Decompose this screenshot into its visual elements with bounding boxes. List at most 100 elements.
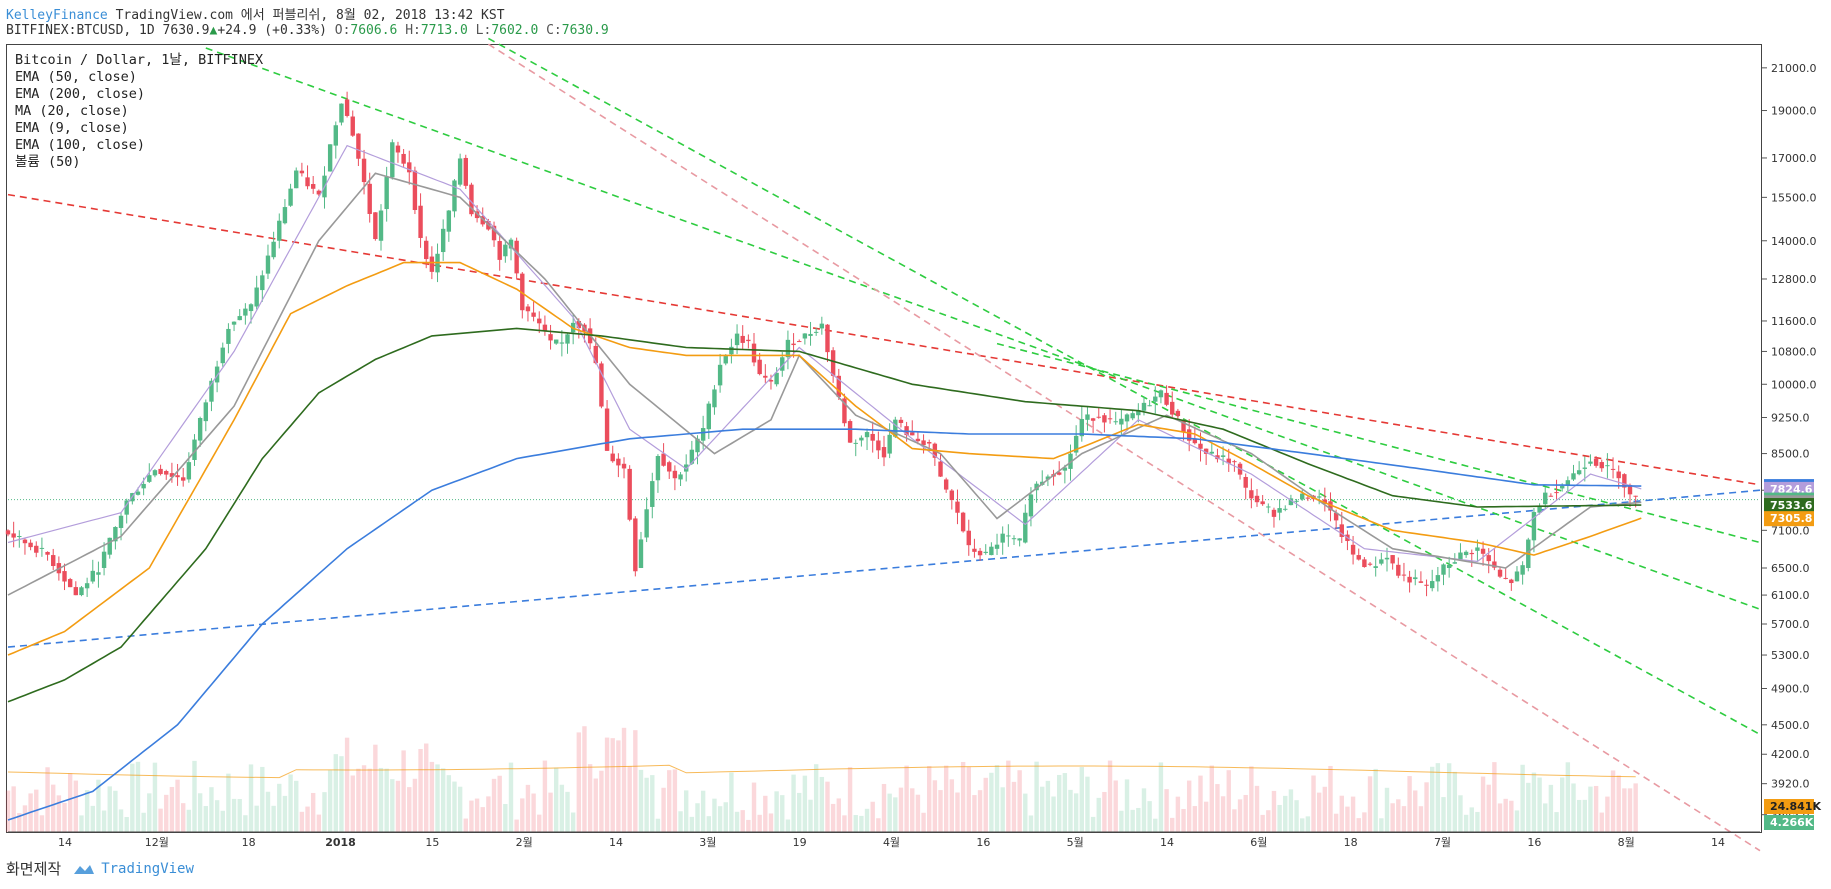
candle-body: [893, 419, 898, 437]
volume-bar: [1124, 779, 1130, 832]
time-tick-label: 2018: [325, 836, 356, 849]
open-value: 7606.6: [350, 23, 398, 38]
candle-body: [791, 343, 796, 346]
volume-bar: [881, 783, 887, 832]
candle-body: [949, 490, 955, 500]
volume-bar: [1102, 791, 1107, 832]
volume-bar: [1350, 796, 1356, 832]
volume-bar: [480, 807, 485, 832]
price-tick-label: 8500.0: [1771, 448, 1810, 461]
candle-body: [1096, 416, 1101, 418]
candle-body: [825, 324, 830, 353]
candle-body: [231, 321, 237, 325]
volume-bar: [1458, 795, 1463, 832]
legend-ema100[interactable]: EMA (100, close): [15, 137, 146, 153]
volume-bar: [101, 810, 107, 832]
volume-bar: [1181, 808, 1186, 832]
legend-volume[interactable]: 볼륨 (50): [15, 154, 81, 170]
candle-body: [520, 273, 525, 311]
candle-body: [678, 474, 683, 480]
candle-body: [45, 551, 50, 555]
candle-body: [881, 447, 887, 458]
candle-body: [1034, 483, 1039, 491]
candle-body: [440, 228, 446, 253]
volume-bar: [932, 780, 938, 832]
volume-bar: [842, 815, 847, 832]
candle-body: [723, 356, 728, 364]
volume-bar: [1390, 803, 1395, 832]
legend-symbol[interactable]: Bitcoin / Dollar, 1날, BITFINEX: [15, 52, 264, 68]
candle-body: [616, 458, 621, 466]
candle-body: [774, 372, 779, 385]
price-tick-label: 17000.0: [1771, 152, 1817, 165]
candle-body: [101, 551, 107, 568]
candle-body: [181, 477, 186, 481]
candle-body: [1300, 493, 1305, 500]
candle-body: [1554, 492, 1559, 494]
candle-body: [1164, 392, 1169, 405]
candle-body: [1565, 480, 1571, 485]
candle-body: [966, 530, 971, 546]
trendline: [7, 193, 1761, 486]
volume-bar: [712, 798, 717, 832]
time-tick-label: 8월: [1618, 836, 1635, 849]
volume-bar: [316, 814, 322, 832]
candle-body: [994, 544, 1000, 549]
candle-body: [1537, 506, 1542, 513]
volume-bar: [384, 768, 389, 832]
candle-body: [1192, 438, 1198, 444]
volume-bar: [898, 787, 904, 832]
candle-body: [39, 547, 45, 549]
legend-ma20[interactable]: MA (20, close): [15, 103, 129, 119]
volume-bar: [587, 764, 593, 832]
volume-bar: [672, 769, 678, 832]
volume-bar: [11, 786, 16, 832]
candle-body: [740, 335, 745, 343]
legend-ema200[interactable]: EMA (200, close): [15, 86, 146, 102]
volume-bar: [186, 809, 192, 832]
volume-bar: [1294, 800, 1299, 832]
candle-body: [373, 212, 378, 240]
candle-body: [1198, 443, 1203, 449]
volume-bar: [1107, 760, 1113, 832]
candle-body: [610, 453, 615, 462]
time-tick-label: 14: [1711, 836, 1725, 849]
candle-body: [1288, 498, 1294, 506]
candle-body: [1136, 410, 1141, 416]
legend-ema50[interactable]: EMA (50, close): [15, 69, 137, 85]
candle-body: [672, 470, 678, 479]
price-tick-label: 4900.0: [1771, 682, 1810, 695]
candle-body: [1407, 576, 1412, 583]
volume-bar: [1249, 766, 1254, 832]
volume-bar: [582, 726, 587, 832]
volume-bar: [1435, 763, 1441, 832]
volume-bar: [17, 813, 22, 832]
volume-bar: [644, 777, 649, 832]
volume-bar: [599, 770, 604, 832]
candle-body: [1543, 492, 1548, 505]
legend-ema9[interactable]: EMA (9, close): [15, 120, 129, 136]
volume-bar: [130, 763, 135, 832]
candle-body: [1113, 421, 1118, 423]
volume-bar: [780, 795, 785, 832]
candle-body: [1006, 535, 1011, 537]
volume-bar: [1407, 776, 1412, 832]
candle-body: [350, 116, 355, 136]
volume-bar: [294, 780, 299, 832]
candle-body: [384, 176, 389, 210]
trendline: [487, 43, 1761, 852]
tradingview-brand[interactable]: TradingView: [73, 861, 194, 877]
volume-bar: [1576, 799, 1582, 832]
volume-bar: [203, 806, 209, 832]
price-tick-label: 9250.0: [1771, 412, 1810, 425]
candle-body: [327, 144, 333, 172]
volume-bar: [181, 803, 186, 832]
volume-bar: [1633, 783, 1638, 832]
time-tick-label: 18: [242, 836, 256, 849]
volume-badge-label: 4.266K: [1770, 816, 1814, 829]
candle-body: [412, 170, 418, 210]
volume-bar: [1209, 765, 1214, 832]
publisher-link[interactable]: KelleyFinance: [6, 8, 108, 23]
volume-bar: [1051, 796, 1056, 832]
